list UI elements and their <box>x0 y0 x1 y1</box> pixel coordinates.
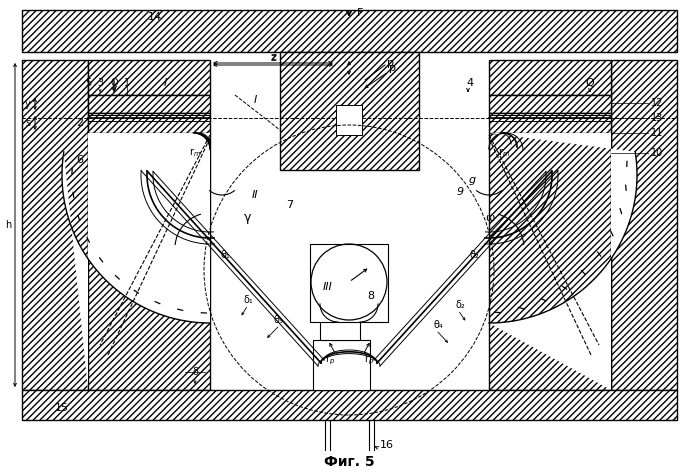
Polygon shape <box>489 60 611 95</box>
Text: 9: 9 <box>456 187 463 197</box>
Text: Фиг. 5: Фиг. 5 <box>324 455 374 469</box>
Polygon shape <box>22 60 88 390</box>
Text: z: z <box>270 53 276 63</box>
Text: δ₁: δ₁ <box>243 295 253 305</box>
Text: r$_m$: r$_m$ <box>189 147 201 160</box>
Polygon shape <box>88 95 210 113</box>
Text: 10: 10 <box>651 148 663 158</box>
Text: θ₁: θ₁ <box>220 250 230 260</box>
Text: 12: 12 <box>651 98 663 108</box>
Text: I: I <box>253 95 257 105</box>
Polygon shape <box>336 105 362 135</box>
Text: r$_p$: r$_p$ <box>325 353 335 367</box>
Text: 6: 6 <box>76 155 83 165</box>
Text: g: g <box>468 175 475 185</box>
Text: 14: 14 <box>148 12 162 22</box>
Text: 11: 11 <box>651 128 663 138</box>
Text: s: s <box>25 118 31 128</box>
Text: y: y <box>25 99 31 109</box>
Text: p: p <box>389 63 396 73</box>
Polygon shape <box>320 320 360 340</box>
Text: 2: 2 <box>76 118 84 128</box>
Text: h: h <box>5 220 11 230</box>
Text: θ₃: θ₃ <box>273 315 283 325</box>
Polygon shape <box>313 340 370 390</box>
Text: r$_m$: r$_m$ <box>498 147 510 160</box>
Text: Q: Q <box>110 78 118 88</box>
Text: δ₂: δ₂ <box>455 300 465 310</box>
Polygon shape <box>88 133 210 390</box>
Polygon shape <box>280 52 419 170</box>
Polygon shape <box>62 133 210 390</box>
Polygon shape <box>489 133 611 390</box>
Text: Q: Q <box>586 78 594 88</box>
Text: p: p <box>387 58 394 68</box>
Text: 1: 1 <box>124 78 130 88</box>
Text: F: F <box>356 8 363 18</box>
Text: 8: 8 <box>368 291 375 301</box>
Text: θ₄: θ₄ <box>433 320 443 330</box>
Polygon shape <box>22 10 677 52</box>
Text: III: III <box>323 282 333 292</box>
Text: I: I <box>164 78 166 88</box>
Text: z: z <box>270 52 276 62</box>
Polygon shape <box>22 390 677 420</box>
Polygon shape <box>88 113 210 133</box>
Polygon shape <box>489 95 611 113</box>
Text: 16: 16 <box>380 440 394 450</box>
Text: 7: 7 <box>287 200 294 210</box>
Text: 13: 13 <box>651 113 663 123</box>
Text: 5: 5 <box>85 78 91 88</box>
Polygon shape <box>611 60 677 390</box>
Text: r$_p$: r$_p$ <box>364 353 374 367</box>
Text: 4: 4 <box>466 78 473 88</box>
Polygon shape <box>310 244 388 322</box>
Text: 15: 15 <box>55 403 69 413</box>
Text: II: II <box>252 190 258 200</box>
Text: 3: 3 <box>97 78 103 88</box>
Text: θ₂: θ₂ <box>469 250 479 260</box>
Polygon shape <box>88 60 210 95</box>
Polygon shape <box>489 113 611 133</box>
Text: γ: γ <box>244 211 252 225</box>
Text: δ: δ <box>192 367 198 377</box>
Text: ω: ω <box>485 213 495 223</box>
Polygon shape <box>489 133 637 390</box>
